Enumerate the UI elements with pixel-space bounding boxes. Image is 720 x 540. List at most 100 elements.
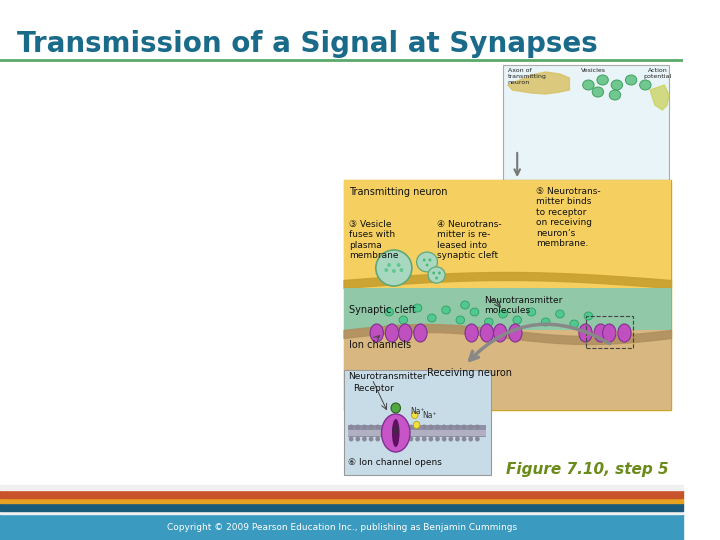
- Bar: [343, 180, 671, 410]
- Ellipse shape: [465, 324, 478, 342]
- Ellipse shape: [508, 324, 522, 342]
- Ellipse shape: [626, 75, 636, 85]
- Ellipse shape: [432, 272, 435, 274]
- Ellipse shape: [468, 436, 473, 442]
- Ellipse shape: [618, 324, 631, 342]
- Ellipse shape: [376, 250, 412, 286]
- Polygon shape: [650, 85, 669, 110]
- Text: ⑥ Ion channel opens: ⑥ Ion channel opens: [348, 458, 442, 467]
- Bar: [348, 430, 486, 436]
- Ellipse shape: [384, 308, 393, 316]
- Ellipse shape: [375, 436, 380, 442]
- Ellipse shape: [413, 422, 420, 429]
- Bar: [343, 180, 671, 280]
- Ellipse shape: [603, 324, 616, 342]
- Ellipse shape: [392, 269, 396, 273]
- Text: Copyright © 2009 Pearson Education Inc., publishing as Benjamin Cummings: Copyright © 2009 Pearson Education Inc.,…: [166, 523, 517, 531]
- Ellipse shape: [442, 306, 450, 314]
- Ellipse shape: [399, 316, 408, 324]
- Ellipse shape: [408, 436, 413, 442]
- Ellipse shape: [480, 324, 493, 342]
- Bar: [343, 370, 490, 475]
- Ellipse shape: [370, 324, 384, 342]
- Ellipse shape: [415, 436, 420, 442]
- Text: Na⁺: Na⁺: [423, 410, 437, 420]
- Ellipse shape: [513, 316, 521, 324]
- Ellipse shape: [609, 90, 621, 100]
- Bar: [0, 490, 683, 498]
- Ellipse shape: [426, 264, 428, 267]
- Ellipse shape: [369, 424, 374, 429]
- Ellipse shape: [455, 424, 460, 429]
- Text: ③ Vesicle
fuses with
plasma
membrane: ③ Vesicle fuses with plasma membrane: [349, 220, 399, 260]
- Text: Ion channels: Ion channels: [349, 340, 411, 350]
- Ellipse shape: [449, 424, 453, 429]
- Bar: [585, 316, 633, 348]
- Ellipse shape: [597, 75, 608, 85]
- Ellipse shape: [461, 301, 469, 309]
- Ellipse shape: [422, 424, 426, 429]
- Ellipse shape: [435, 436, 440, 442]
- Text: Synaptic cleft: Synaptic cleft: [349, 305, 416, 315]
- Ellipse shape: [369, 436, 374, 442]
- Ellipse shape: [594, 324, 608, 342]
- Ellipse shape: [392, 419, 400, 447]
- Ellipse shape: [435, 276, 438, 280]
- Ellipse shape: [449, 436, 453, 442]
- Ellipse shape: [582, 80, 594, 90]
- Text: Neurotransmitter
molecules: Neurotransmitter molecules: [484, 296, 562, 315]
- Ellipse shape: [408, 424, 413, 429]
- Ellipse shape: [402, 424, 407, 429]
- Text: Na⁺: Na⁺: [410, 407, 425, 415]
- Ellipse shape: [556, 310, 564, 318]
- Ellipse shape: [411, 411, 418, 418]
- Text: Axon of
transmitting
neuron: Axon of transmitting neuron: [508, 68, 546, 85]
- Bar: [343, 288, 671, 330]
- Bar: [0, 485, 683, 490]
- Ellipse shape: [387, 263, 391, 267]
- Ellipse shape: [414, 324, 427, 342]
- Ellipse shape: [475, 436, 480, 442]
- Ellipse shape: [428, 436, 433, 442]
- Text: ⑤ Neurotrans-
mitter binds
to receptor
on receiving
neuron’s
membrane.: ⑤ Neurotrans- mitter binds to receptor o…: [536, 187, 600, 248]
- Ellipse shape: [422, 436, 426, 442]
- Text: Neurotransmitter: Neurotransmitter: [348, 372, 427, 381]
- Text: Receptor: Receptor: [353, 384, 394, 393]
- Ellipse shape: [399, 324, 412, 342]
- Ellipse shape: [391, 403, 400, 413]
- Ellipse shape: [348, 424, 354, 429]
- Bar: [0, 511, 683, 514]
- Ellipse shape: [435, 424, 440, 429]
- Ellipse shape: [395, 424, 400, 429]
- Ellipse shape: [475, 424, 480, 429]
- Ellipse shape: [485, 318, 493, 326]
- Ellipse shape: [579, 324, 592, 342]
- Ellipse shape: [541, 318, 550, 326]
- Ellipse shape: [384, 268, 388, 272]
- Ellipse shape: [385, 324, 399, 342]
- Text: Vesicles: Vesicles: [580, 68, 606, 73]
- Ellipse shape: [428, 259, 431, 261]
- Ellipse shape: [382, 436, 387, 442]
- Ellipse shape: [570, 320, 578, 328]
- Bar: [503, 65, 669, 180]
- Text: Transmitting neuron: Transmitting neuron: [349, 187, 448, 197]
- Text: Figure 7.10, step 5: Figure 7.10, step 5: [506, 462, 669, 477]
- Ellipse shape: [428, 424, 433, 429]
- Ellipse shape: [400, 268, 403, 272]
- Ellipse shape: [382, 414, 410, 452]
- Bar: [0, 498, 683, 503]
- Ellipse shape: [356, 424, 360, 429]
- Ellipse shape: [455, 436, 460, 442]
- Ellipse shape: [639, 80, 651, 90]
- Ellipse shape: [413, 304, 422, 312]
- Ellipse shape: [389, 436, 393, 442]
- Text: ④ Neurotrans-
mitter is re-
leased into
synaptic cleft: ④ Neurotrans- mitter is re- leased into …: [436, 220, 501, 260]
- Ellipse shape: [611, 80, 623, 90]
- Ellipse shape: [592, 87, 603, 97]
- Ellipse shape: [442, 424, 446, 429]
- Ellipse shape: [356, 436, 360, 442]
- Ellipse shape: [527, 308, 536, 316]
- Text: Action
potential: Action potential: [644, 68, 672, 79]
- Bar: [0, 503, 683, 511]
